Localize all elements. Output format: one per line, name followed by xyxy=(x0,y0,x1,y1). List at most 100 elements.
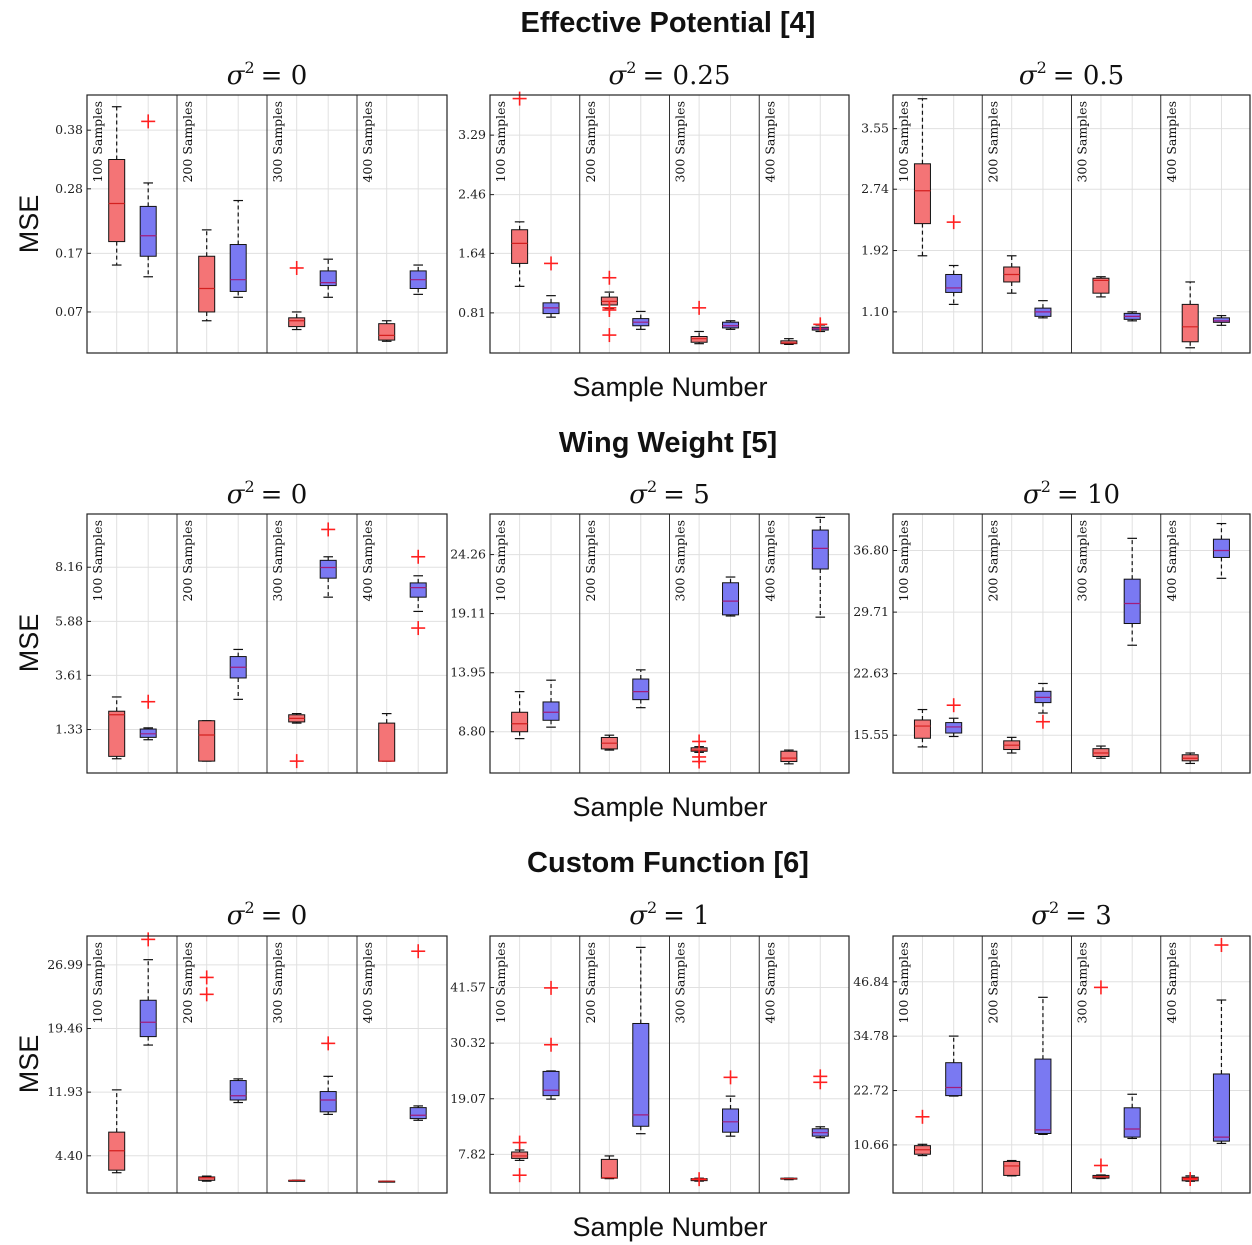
group-label: 400 Samples xyxy=(360,101,375,183)
group-label: 400 Samples xyxy=(762,942,777,1024)
outlier-marker xyxy=(1035,714,1050,729)
group-label: 200 Samples xyxy=(583,520,598,602)
panel-2-2: σ2 = 3 10.66 22.72 34.78 46.84 100 Samples 200 … xyxy=(853,898,1251,1194)
outlier-marker xyxy=(602,328,617,343)
box-red xyxy=(1003,255,1021,294)
y-tick-label: 34.78 xyxy=(853,1028,889,1043)
y-axis-label: MSE xyxy=(14,195,44,254)
x-axis-label: Sample Number xyxy=(572,1212,767,1242)
iqr-box xyxy=(780,750,798,763)
y-tick-label: 0.07 xyxy=(55,304,83,319)
y-tick-label: 29.71 xyxy=(853,604,889,619)
box-red xyxy=(511,691,529,740)
outlier-marker xyxy=(946,698,961,713)
outlier-marker xyxy=(1183,1172,1198,1187)
row-title: Custom Function [6] xyxy=(527,847,809,879)
y-tick-label: 19.46 xyxy=(47,1020,83,1035)
x-axis-label: Sample Number xyxy=(572,792,767,822)
y-tick-label: 46.84 xyxy=(853,974,889,989)
plot-frame xyxy=(86,935,448,1194)
iqr-box xyxy=(913,719,931,739)
box-blue xyxy=(1123,1093,1141,1140)
panel-title-value: = 0.5 xyxy=(1053,61,1124,91)
box-blue xyxy=(542,256,560,318)
row-title: Wing Weight [5] xyxy=(559,427,777,459)
outlier-marker xyxy=(289,260,304,275)
y-tick-label: 5.88 xyxy=(55,613,83,628)
iqr-box xyxy=(913,163,931,225)
box-blue xyxy=(319,522,337,598)
box-blue xyxy=(632,946,650,1135)
panel-title-var: σ xyxy=(227,61,246,91)
iqr-box xyxy=(945,273,963,293)
box-blue xyxy=(1212,315,1230,326)
box-red xyxy=(198,229,216,322)
outlier-marker xyxy=(199,970,214,985)
box-blue xyxy=(632,669,650,709)
box-red xyxy=(1092,980,1110,1180)
plot-frame xyxy=(489,935,850,1194)
box-red xyxy=(1003,736,1021,754)
group-label: 100 Samples xyxy=(493,101,508,183)
box-blue xyxy=(319,1036,337,1115)
y-tick-label: 3.29 xyxy=(458,127,486,142)
group-label: 200 Samples xyxy=(180,101,195,183)
plot-frame xyxy=(892,94,1251,354)
panel-title: σ2 = 0.5 xyxy=(1019,58,1124,91)
panel-title-exp: 2 xyxy=(1037,58,1047,77)
group-label: 200 Samples xyxy=(583,942,598,1024)
box-red xyxy=(288,260,306,331)
panel-title-exp: 2 xyxy=(1049,898,1059,917)
panel-title-value: = 10 xyxy=(1057,480,1120,510)
outlier-marker xyxy=(141,114,156,129)
y-tick-label: 19.11 xyxy=(450,606,486,621)
y-tick-label: 22.63 xyxy=(853,666,889,681)
panel-title-var: σ xyxy=(629,480,648,510)
group-label: 400 Samples xyxy=(762,101,777,183)
iqr-box xyxy=(780,340,798,345)
outlier-marker xyxy=(692,754,707,769)
box-red xyxy=(108,1089,126,1174)
box-red xyxy=(288,712,306,769)
iqr-box xyxy=(632,1022,650,1127)
y-tick-label: 2.74 xyxy=(861,181,889,196)
box-red xyxy=(1181,752,1199,765)
box-red xyxy=(780,338,798,345)
chart-row-0: Effective Potential [4] MSE Sample Number σ… xyxy=(14,7,1251,402)
outlier-marker xyxy=(321,1036,336,1051)
box-red xyxy=(913,98,931,257)
outlier-marker xyxy=(411,549,426,564)
outlier-marker xyxy=(512,1168,527,1183)
iqr-box xyxy=(198,1176,216,1181)
box-red xyxy=(913,708,931,748)
iqr-box xyxy=(1212,538,1230,558)
y-tick-label: 2.46 xyxy=(458,187,486,202)
group-label: 100 Samples xyxy=(493,942,508,1024)
box-red xyxy=(378,320,396,342)
panel-2-0: σ2 = 0 4.40 11.93 19.46 26.99 100 Samples 200 S… xyxy=(47,898,448,1194)
box-red xyxy=(780,749,798,765)
iqr-box xyxy=(108,159,126,243)
panel-title-exp: 2 xyxy=(647,477,657,496)
panel-title-value: = 0 xyxy=(261,61,308,91)
panel-title-var: σ xyxy=(1019,61,1038,91)
outlier-marker xyxy=(813,1075,828,1090)
box-blue xyxy=(1034,300,1052,319)
box-blue xyxy=(229,199,247,298)
y-tick-label: 19.07 xyxy=(450,1091,486,1106)
iqr-box xyxy=(632,678,650,701)
box-red xyxy=(600,1155,618,1180)
group-label: 300 Samples xyxy=(1075,942,1090,1024)
y-tick-label: 0.81 xyxy=(458,305,486,320)
outlier-marker xyxy=(602,270,617,285)
iqr-box xyxy=(945,1062,963,1097)
group-label: 400 Samples xyxy=(1164,101,1179,183)
outlier-marker xyxy=(946,215,961,230)
y-tick-label: 15.55 xyxy=(853,727,889,742)
iqr-box xyxy=(511,1151,529,1159)
panel-title-exp: 2 xyxy=(244,477,254,496)
panel-title-var: σ xyxy=(609,61,628,91)
iqr-box xyxy=(542,701,560,721)
box-blue xyxy=(811,516,829,618)
